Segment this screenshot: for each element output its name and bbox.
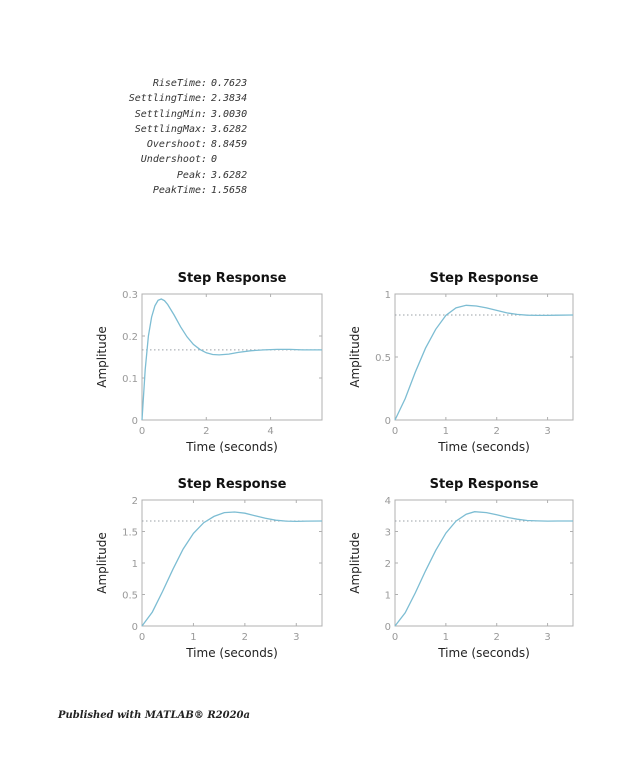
x-axis-label: Time (seconds) (437, 440, 530, 454)
step-info-output: RiseTime:0.7623 SettlingTime:2.3834 Settli… (78, 76, 247, 198)
response-curve (394, 304, 574, 421)
stat-key: Overshoot (146, 139, 201, 151)
stat-separator: : (201, 78, 208, 89)
x-tick-label: 2 (242, 632, 248, 643)
matlab-publish-footer: Published with MATLAB® R2020a (58, 710, 250, 721)
stat-separator: : (201, 185, 208, 197)
y-tick-label: 0 (132, 622, 138, 633)
stat-row: Peak:3.6282 (78, 168, 247, 183)
y-tick-label: 3 (385, 528, 391, 539)
y-tick-label: 0 (132, 416, 138, 427)
y-tick-label: 1 (132, 559, 138, 570)
stat-separator: : (201, 169, 208, 181)
y-tick-label: 2 (132, 496, 138, 507)
y-axis-label: Amplitude (348, 532, 362, 594)
x-tick-label: 0 (139, 632, 145, 643)
stat-row: RiseTime:0.7623 (78, 76, 247, 91)
stat-value: 3.6282 (211, 169, 248, 181)
x-tick-label: 2 (203, 426, 209, 437)
x-axis-label: Time (seconds) (185, 646, 278, 660)
plot-axes-box (141, 293, 323, 421)
stat-value: 3.0030 (211, 108, 248, 120)
stat-row: SettlingMin:3.0030 (78, 107, 247, 122)
stat-separator: : (201, 139, 208, 151)
stat-key: RiseTime (152, 78, 201, 89)
y-tick-label: 0.5 (375, 353, 391, 364)
stat-separator: : (201, 108, 208, 120)
stat-value: 3.6282 (211, 123, 248, 135)
x-tick-label: 0 (392, 426, 398, 437)
stat-key: PeakTime (152, 185, 201, 197)
y-tick-label: 0 (385, 622, 391, 633)
y-tick-label: 0.3 (122, 290, 138, 301)
stat-row: Undershoot:0 (78, 152, 247, 167)
x-tick-label: 3 (544, 426, 550, 437)
response-curve (394, 511, 573, 627)
x-axis-label: Time (seconds) (437, 646, 530, 660)
x-tick-label: 2 (494, 632, 500, 643)
stat-value: 1.5658 (211, 185, 248, 197)
stat-value: 0 (211, 154, 218, 166)
y-tick-label: 1 (385, 290, 391, 301)
y-tick-label: 0.1 (122, 374, 138, 385)
stat-key: SettlingMax (134, 123, 201, 135)
step-response-plot: 0 1 2 3 0 0.5 1 Step Response Time (seconds) Ampl… (348, 271, 574, 454)
y-tick-label: 0.2 (122, 332, 138, 343)
x-tick-label: 0 (139, 426, 145, 437)
x-axis-label: Time (seconds) (185, 440, 278, 454)
x-tick-label: 1 (190, 632, 196, 643)
stat-key: SettlingTime (128, 93, 201, 105)
stat-key: SettlingMin (134, 108, 201, 120)
y-tick-label: 2 (385, 559, 391, 570)
y-tick-label: 1 (385, 591, 391, 602)
response-curve (141, 511, 323, 627)
y-tick-label: 1.5 (122, 528, 138, 539)
plot-axes-box (141, 499, 323, 627)
stat-separator: : (201, 93, 208, 105)
x-tick-label: 3 (293, 632, 299, 643)
stat-row: SettlingMax:3.6282 (78, 122, 247, 137)
chart-title: Step Response (178, 271, 287, 286)
stat-row: PeakTime:1.5658 (78, 183, 247, 198)
step-response-plot: 0 1 2 3 0 1 2 3 4 Step Response Time (seconds) Ampl… (348, 477, 574, 660)
stat-separator: : (201, 154, 208, 166)
y-axis-label: Amplitude (95, 532, 109, 594)
x-tick-label: 2 (494, 426, 500, 437)
stat-separator: : (201, 123, 208, 135)
response-curve (141, 298, 322, 421)
y-tick-label: 0 (385, 416, 391, 427)
y-tick-label: 4 (385, 496, 391, 507)
x-tick-label: 1 (443, 426, 449, 437)
stat-value: 2.3834 (211, 93, 248, 105)
stat-row: SettlingTime:2.3834 (78, 91, 247, 106)
y-axis-label: Amplitude (95, 326, 109, 388)
x-tick-label: 1 (443, 632, 449, 643)
stat-value: 0.7623 (211, 78, 248, 89)
chart-title: Step Response (178, 477, 287, 492)
chart-title: Step Response (430, 477, 539, 492)
chart-title: Step Response (430, 271, 539, 286)
stat-value: 8.8459 (211, 139, 248, 151)
y-axis-label: Amplitude (348, 326, 362, 388)
x-tick-label: 3 (544, 632, 550, 643)
x-tick-label: 0 (392, 632, 398, 643)
step-response-plot: 0 2 4 0 0.1 0.2 0.3 Step Response Time (seconds)… (95, 271, 323, 454)
stat-key: Peak (176, 169, 201, 181)
x-tick-label: 4 (267, 426, 273, 437)
y-tick-label: 0.5 (122, 591, 138, 602)
stat-key: Undershoot (140, 154, 201, 166)
stat-row: Overshoot:8.8459 (78, 137, 247, 152)
step-response-plot: 0 1 2 3 0 0.5 1 1.5 2 Step Response Time (seconds)… (95, 477, 323, 660)
plot-axes-box (394, 499, 574, 627)
